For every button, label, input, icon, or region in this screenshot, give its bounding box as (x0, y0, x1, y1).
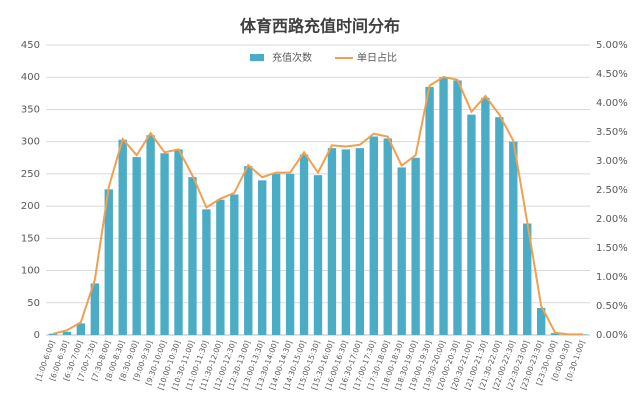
bar (48, 333, 58, 335)
bar (397, 167, 406, 335)
bar (118, 139, 127, 335)
y-tick-label: 100 (21, 266, 40, 277)
bar (90, 283, 100, 335)
y2-tick-label: 2.00% (596, 214, 628, 225)
y2-tick-label: 4.50% (596, 69, 628, 80)
legend-label: 充值次数 (272, 51, 312, 64)
legend-swatch (250, 54, 264, 61)
y2-tick-label: 4.00% (596, 98, 628, 109)
bar (425, 86, 434, 335)
bar (467, 114, 476, 335)
bar (481, 97, 490, 335)
bar (174, 149, 183, 335)
bar (285, 173, 295, 335)
bar (327, 148, 337, 335)
y2-tick-label: 0.00% (596, 330, 628, 341)
line (52, 75, 584, 336)
bar (160, 153, 169, 335)
bar (271, 173, 281, 335)
bar (244, 166, 253, 335)
bar (355, 148, 365, 335)
bar (411, 157, 420, 335)
bar (146, 135, 155, 335)
bar (523, 223, 532, 335)
bar (509, 141, 518, 335)
bar (299, 154, 309, 335)
y2-tick-label: 5.00% (596, 40, 628, 51)
y2-tick-label: 3.00% (596, 156, 628, 167)
bar (495, 117, 504, 335)
y-tick-label: 200 (21, 201, 40, 212)
bar (188, 177, 197, 335)
y-tick-label: 400 (21, 72, 40, 83)
bar (202, 209, 211, 335)
bar (550, 333, 560, 335)
y-tick-label: 250 (21, 169, 40, 180)
y2-tick-label: 2.50% (596, 185, 628, 196)
bar (383, 138, 392, 335)
bar (439, 77, 448, 335)
bar (313, 175, 323, 335)
y-tick-label: 50 (27, 298, 40, 309)
y-tick-label: 450 (21, 40, 40, 51)
bar (230, 194, 239, 335)
y-tick-label: 0 (34, 330, 40, 341)
y-tick-label: 150 (21, 233, 40, 244)
bar (132, 157, 141, 335)
bar (216, 199, 225, 335)
y-tick-label: 300 (21, 137, 40, 148)
y-tick-label: 350 (21, 104, 40, 115)
bar (341, 149, 351, 335)
bar (536, 307, 546, 335)
y2-tick-label: 0.50% (596, 301, 628, 312)
bar (369, 136, 378, 335)
bar (258, 180, 267, 335)
y2-tick-label: 3.50% (596, 127, 628, 138)
bar (453, 80, 462, 335)
y2-tick-label: 1.50% (596, 243, 628, 254)
y2-tick-label: 1.00% (596, 272, 628, 283)
legend-label: 单日占比 (357, 51, 397, 64)
bar (76, 323, 86, 335)
bar (104, 189, 113, 335)
chart-title: 体育西路充值时间分布 (240, 17, 400, 36)
bar (62, 331, 72, 335)
